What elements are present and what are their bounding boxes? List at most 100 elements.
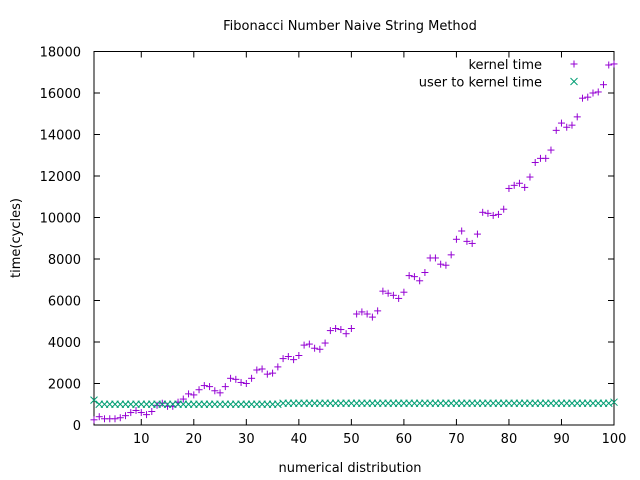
series-2 bbox=[90, 396, 618, 409]
data-point bbox=[263, 370, 271, 378]
data-point bbox=[531, 159, 539, 167]
data-point bbox=[374, 307, 382, 315]
data-point bbox=[300, 341, 308, 349]
legend-marker bbox=[570, 77, 578, 86]
x-axis: 10 20 30 40 50 60 70 80 90 100 bbox=[133, 51, 627, 447]
data-point bbox=[137, 409, 145, 417]
y-tick-label: 2000 bbox=[48, 378, 81, 393]
data-point bbox=[347, 325, 355, 333]
data-point bbox=[305, 340, 313, 348]
x-tick-label: 60 bbox=[396, 432, 413, 447]
data-point bbox=[589, 89, 597, 97]
y-tick-label: 8000 bbox=[48, 253, 81, 268]
y-tick-label: 18000 bbox=[40, 46, 81, 61]
data-point bbox=[316, 345, 324, 353]
data-point bbox=[599, 81, 607, 89]
data-point bbox=[211, 387, 219, 395]
data-point bbox=[421, 268, 429, 276]
data-point bbox=[515, 179, 523, 187]
legend-marker bbox=[570, 60, 578, 68]
data-point bbox=[284, 353, 292, 361]
x-tick-label: 90 bbox=[553, 432, 570, 447]
data-point bbox=[473, 230, 481, 238]
data-point bbox=[185, 390, 193, 398]
data-point bbox=[578, 94, 586, 102]
data-point bbox=[610, 398, 618, 407]
data-point bbox=[484, 209, 492, 217]
data-point bbox=[153, 401, 161, 409]
data-point bbox=[295, 351, 303, 359]
data-point bbox=[111, 415, 119, 423]
data-point bbox=[321, 339, 329, 347]
data-point bbox=[542, 154, 550, 162]
data-point bbox=[227, 374, 235, 382]
data-point bbox=[353, 310, 361, 318]
data-point bbox=[269, 369, 277, 377]
data-point bbox=[95, 413, 103, 421]
data-point bbox=[122, 412, 130, 420]
x-tick-label: 30 bbox=[238, 432, 255, 447]
data-point bbox=[405, 272, 413, 280]
data-point bbox=[221, 383, 229, 391]
data-point bbox=[242, 380, 250, 387]
data-point bbox=[605, 61, 613, 69]
series-1 bbox=[90, 60, 618, 424]
data-point bbox=[431, 254, 439, 262]
y-tick-label: 12000 bbox=[40, 170, 81, 185]
data-point bbox=[437, 260, 445, 268]
plot-area-border bbox=[93, 51, 615, 426]
y-tick-label: 0 bbox=[73, 419, 81, 434]
y-tick-label: 6000 bbox=[48, 295, 81, 310]
data-point bbox=[358, 308, 366, 316]
data-point bbox=[274, 363, 282, 371]
data-point bbox=[90, 416, 98, 424]
data-point bbox=[206, 383, 214, 391]
data-point bbox=[505, 184, 513, 192]
data-point bbox=[489, 211, 497, 219]
x-tick-label: 100 bbox=[602, 432, 627, 447]
legend-label: user to kernel time bbox=[419, 76, 542, 91]
data-point bbox=[500, 205, 508, 213]
legend-label: kernel time bbox=[468, 58, 542, 73]
data-point bbox=[237, 378, 245, 386]
data-point bbox=[232, 375, 240, 383]
data-point bbox=[190, 391, 198, 399]
data-point bbox=[510, 181, 518, 189]
data-point bbox=[332, 325, 340, 333]
data-point bbox=[463, 237, 471, 245]
data-point bbox=[584, 93, 592, 101]
data-point bbox=[368, 313, 376, 321]
data-point bbox=[148, 408, 156, 416]
x-tick-label: 20 bbox=[186, 432, 203, 447]
x-tick-label: 50 bbox=[343, 432, 360, 447]
data-point bbox=[442, 261, 450, 269]
series-layer bbox=[90, 60, 618, 424]
data-point bbox=[258, 365, 266, 373]
data-point bbox=[90, 396, 98, 404]
data-point bbox=[200, 382, 208, 390]
y-tick-label: 4000 bbox=[48, 336, 81, 351]
data-point bbox=[410, 273, 418, 281]
data-point bbox=[447, 251, 455, 259]
data-point bbox=[468, 239, 476, 247]
data-point bbox=[563, 123, 571, 131]
data-point bbox=[132, 406, 140, 414]
data-point bbox=[248, 374, 256, 382]
data-point bbox=[452, 235, 460, 243]
y-axis: 0 2000 4000 6000 8000 10000 12000 14000 16000 180… bbox=[40, 46, 614, 434]
data-point bbox=[116, 414, 124, 422]
y-tick-label: 16000 bbox=[40, 87, 81, 102]
data-point bbox=[326, 327, 334, 335]
data-point bbox=[573, 113, 581, 121]
data-point bbox=[400, 288, 408, 296]
data-point bbox=[195, 386, 203, 394]
data-point bbox=[494, 210, 502, 218]
data-point bbox=[547, 146, 555, 154]
data-point bbox=[557, 119, 565, 127]
data-point bbox=[363, 310, 371, 318]
data-point bbox=[395, 294, 403, 302]
legend: kernel time user to kernel time bbox=[419, 58, 578, 91]
data-point bbox=[568, 121, 576, 129]
x-tick-label: 70 bbox=[448, 432, 465, 447]
